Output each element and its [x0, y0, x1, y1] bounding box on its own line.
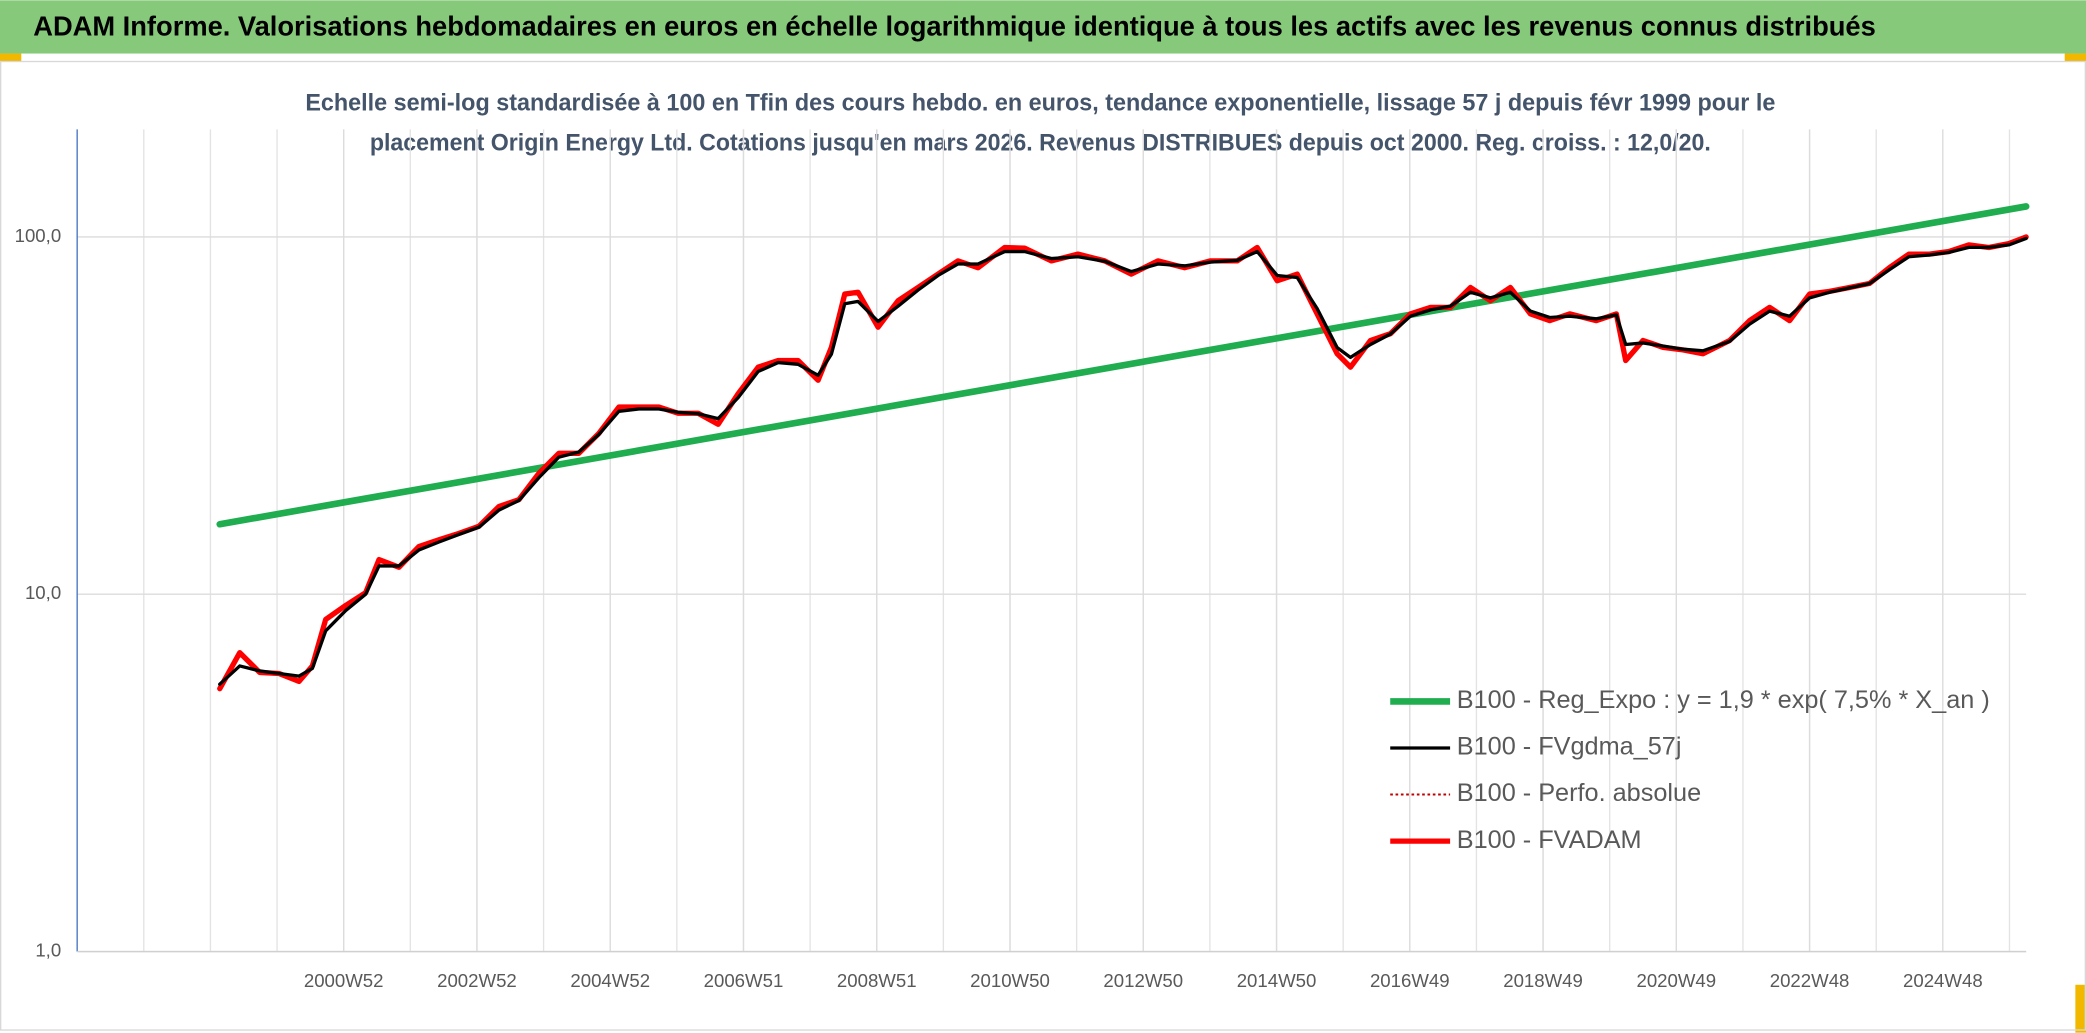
x-tick-label: 2012W50 — [1103, 970, 1183, 991]
x-tick-label: 2008W51 — [837, 970, 917, 991]
x-tick-label: 2004W52 — [570, 970, 650, 991]
y-tick-label: 10,0 — [25, 582, 61, 603]
x-tick-label: 2000W52 — [304, 970, 384, 991]
legend-label: B100 - FVgdma_57j — [1457, 733, 1682, 761]
x-tick-label: 2018W49 — [1503, 970, 1583, 991]
x-tick-label: 2024W48 — [1903, 970, 1983, 991]
x-tick-label: 2014W50 — [1237, 970, 1317, 991]
legend-label: B100 - Perfo. absolue — [1457, 779, 1701, 807]
corner-mark — [0, 53, 22, 62]
series-line — [216, 203, 2030, 528]
chart-title: ADAM Informe. Valorisations hebdomadaire… — [33, 11, 1876, 42]
series-line — [218, 236, 2028, 686]
x-tick-label: 2022W48 — [1770, 970, 1850, 991]
x-tick-label: 2006W51 — [704, 970, 784, 991]
corner-mark — [2075, 984, 2086, 1033]
title-bar — [0, 0, 2086, 54]
legend-label: B100 - FVADAM — [1457, 826, 1642, 854]
frame — [0, 60, 2086, 1031]
y-tick-label: 100,0 — [15, 225, 62, 246]
legend-label: B100 - Reg_Expo : y = 1,9 * exp( 7,5% * … — [1457, 686, 1990, 714]
chart-subtitle: Echelle semi-log standardisée à 100 en T… — [305, 89, 1775, 116]
x-tick-label: 2002W52 — [437, 970, 517, 991]
corner-mark — [2064, 53, 2086, 62]
x-tick-label: 2020W49 — [1636, 970, 1716, 991]
x-tick-label: 2016W49 — [1370, 970, 1450, 991]
x-tick-label: 2010W50 — [970, 970, 1050, 991]
y-tick-label: 1,0 — [35, 939, 61, 960]
chart-subtitle: placement Origin Energy Ltd. Cotations j… — [370, 129, 1711, 156]
